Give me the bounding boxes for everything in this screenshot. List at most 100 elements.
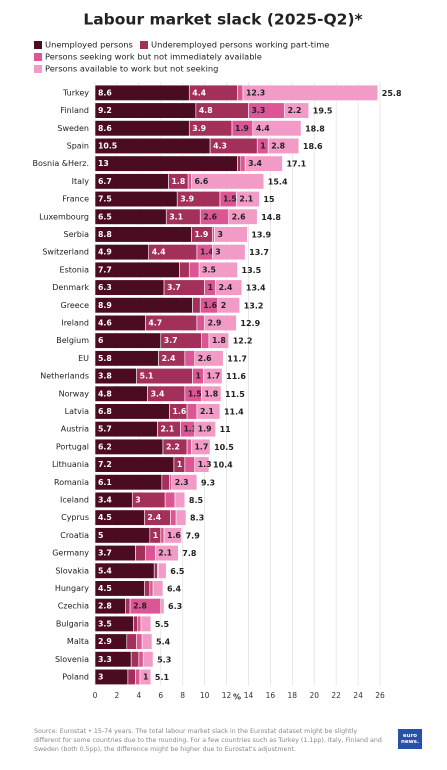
data-label: 6.3 bbox=[98, 283, 112, 292]
y-tick-label: Italy bbox=[72, 177, 90, 186]
data-label: 8.6 bbox=[98, 124, 112, 133]
total-label: 15.4 bbox=[268, 177, 288, 186]
bar-segment bbox=[154, 544, 179, 562]
data-label: 1.8 bbox=[212, 336, 226, 345]
y-tick-label: Poland bbox=[62, 672, 89, 681]
bar-segment bbox=[135, 668, 141, 686]
bar-segment bbox=[186, 438, 192, 455]
data-label: 2.8 bbox=[98, 602, 112, 611]
bar-segment bbox=[211, 226, 215, 243]
data-label: 2.6 bbox=[232, 212, 246, 221]
bar-segment bbox=[136, 633, 143, 650]
data-label: 2.1 bbox=[200, 407, 214, 416]
data-label: 8.6 bbox=[98, 88, 112, 97]
total-label: 14.8 bbox=[261, 213, 281, 222]
bar-segment bbox=[203, 367, 223, 385]
y-tick-label: Sweden bbox=[57, 124, 89, 133]
y-tick-label: EU bbox=[78, 354, 89, 363]
bar-segment bbox=[252, 120, 302, 137]
y-tick-label: Switzerland bbox=[42, 248, 89, 257]
bar-segment bbox=[237, 155, 242, 172]
y-tick-label: Bulgaria bbox=[56, 619, 89, 628]
bar-segment bbox=[145, 544, 156, 562]
legend-swatch bbox=[34, 65, 42, 73]
data-label: 6.1 bbox=[98, 478, 112, 487]
bar-segment bbox=[284, 102, 310, 119]
data-label: 7.5 bbox=[98, 195, 112, 204]
y-tick-label: Romania bbox=[54, 478, 89, 487]
data-label: 2.6 bbox=[198, 354, 212, 363]
legend-label: Unemployed persons bbox=[45, 40, 133, 50]
data-label: 2.9 bbox=[208, 318, 222, 327]
total-label: 6.4 bbox=[167, 584, 182, 593]
x-tick-label: 14 bbox=[244, 691, 254, 700]
data-label: 1.7 bbox=[207, 372, 221, 381]
data-label: 2.4 bbox=[147, 513, 161, 522]
y-tick-label: Croatia bbox=[60, 531, 89, 540]
legend-label: Persons seeking work but not immediately… bbox=[45, 52, 262, 62]
bar-segment bbox=[158, 562, 167, 579]
data-label: 1.5 bbox=[223, 195, 237, 204]
bar-segment bbox=[161, 474, 170, 491]
y-tick-label: Austria bbox=[61, 425, 89, 434]
x-tick-label: 2 bbox=[115, 691, 120, 700]
y-tick-label: Denmark bbox=[52, 283, 89, 292]
bar-segment bbox=[237, 84, 244, 101]
legend-swatch bbox=[34, 53, 42, 61]
data-label: 5.1 bbox=[140, 372, 154, 381]
data-label: 1.9 bbox=[235, 124, 249, 133]
bar-segment bbox=[240, 155, 246, 172]
data-label: 1 bbox=[208, 283, 213, 292]
bar-segment bbox=[196, 314, 205, 332]
data-label: 3.7 bbox=[98, 549, 112, 558]
bar-segment bbox=[163, 527, 182, 544]
data-label: 2.1 bbox=[239, 195, 253, 204]
bar-segment bbox=[242, 84, 379, 101]
data-label: 9.2 bbox=[98, 106, 112, 115]
data-label: 5.8 bbox=[98, 354, 112, 363]
data-label: 2.1 bbox=[158, 549, 172, 558]
bar-segment bbox=[141, 633, 153, 650]
data-label: 2.2 bbox=[288, 106, 302, 115]
total-label: 12.9 bbox=[240, 319, 260, 328]
bar-segment bbox=[133, 615, 139, 632]
data-label: 1 bbox=[196, 372, 201, 381]
chart-title: Labour market slack (2025-Q2)* bbox=[83, 11, 362, 29]
x-tick-label: 24 bbox=[353, 691, 363, 700]
y-tick-label: Cyprus bbox=[61, 513, 89, 522]
total-label: 8.3 bbox=[190, 514, 204, 523]
data-label: 1 bbox=[177, 460, 182, 469]
bar-segment bbox=[201, 385, 222, 402]
x-tick-label: 6 bbox=[158, 691, 163, 700]
y-tick-label: Lithuania bbox=[52, 460, 89, 469]
data-label: 1.4 bbox=[200, 248, 214, 257]
y-tick-label: Spain bbox=[67, 141, 89, 150]
data-label: 2.4 bbox=[162, 354, 176, 363]
total-label: 9.3 bbox=[201, 478, 215, 487]
data-label: 3.9 bbox=[192, 124, 206, 133]
total-label: 18.8 bbox=[305, 124, 325, 133]
data-label: 1.7 bbox=[194, 442, 208, 451]
legend-label: Underemployed persons working part-time bbox=[151, 40, 329, 50]
data-label: 3.7 bbox=[164, 336, 178, 345]
bar-segment bbox=[142, 651, 154, 668]
data-label: 4.9 bbox=[98, 248, 112, 257]
data-label: 8.9 bbox=[98, 301, 112, 310]
y-tick-label: Czechia bbox=[58, 602, 89, 611]
bar-segment bbox=[140, 615, 152, 632]
legend-swatch bbox=[140, 41, 148, 49]
data-label: 10.5 bbox=[98, 141, 117, 150]
bar-segment bbox=[196, 403, 221, 420]
data-label: 3.7 bbox=[167, 283, 181, 292]
bar-segment bbox=[208, 332, 230, 349]
data-label: 2.1 bbox=[160, 425, 174, 434]
data-label: 4.8 bbox=[199, 106, 213, 115]
y-tick-label: Ireland bbox=[61, 318, 89, 327]
x-tick-label: 18 bbox=[288, 691, 298, 700]
source-note: Source: Eurostat • 15-74 years. The tota… bbox=[34, 728, 382, 753]
bar-segment bbox=[192, 297, 201, 314]
y-tick-label: France bbox=[62, 195, 89, 204]
data-label: 1 bbox=[153, 531, 158, 540]
data-label: 3.4 bbox=[98, 495, 112, 504]
